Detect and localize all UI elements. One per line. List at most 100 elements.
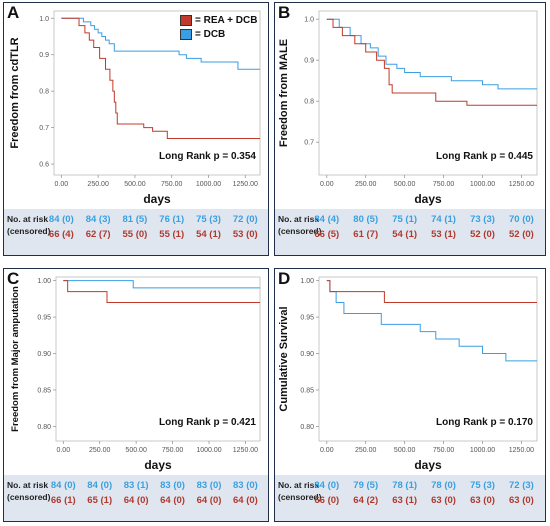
x-tick-label: 750.00	[162, 447, 184, 454]
risk-table: No. at risk (censored) 84 (0) 66 (0) 79 (5…	[275, 475, 545, 521]
risk-cell-dcb: 84 (0)	[48, 214, 74, 225]
risk-cell-rea: 63 (0)	[470, 495, 495, 506]
x-tick-label: 500.00	[394, 447, 416, 454]
y-tick-label: 1.00	[300, 278, 314, 285]
risk-cell-dcb: 73 (3)	[470, 214, 495, 225]
panel-a: 0.6 0.7 0.8 0.9 1.0 0.00 250.00 500.00 750.00 100…	[3, 2, 269, 256]
x-axis-label: days	[143, 192, 171, 206]
x-tick-label: 250.00	[355, 447, 377, 454]
risk-cell-rea: 52 (0)	[509, 229, 534, 240]
log-rank-annotation: Long Rank p = 0.445	[436, 151, 533, 162]
risk-cell-dcb: 83 (0)	[160, 480, 185, 491]
x-tick-label: 0.00	[320, 447, 334, 454]
km-curve-rea-dcb	[326, 280, 537, 304]
x-tick-label: 750.00	[433, 181, 455, 188]
x-tick-label: 500.00	[124, 181, 146, 188]
panel-letter: D	[278, 269, 291, 288]
x-tick-label: 250.00	[355, 181, 377, 188]
risk-cell-dcb: 84 (0)	[314, 480, 340, 491]
panel-letter: C	[7, 269, 20, 288]
y-tick-label: 0.9	[304, 58, 314, 65]
risk-header-line2: (censored)	[278, 226, 322, 236]
x-tick-label: 0.00	[55, 181, 69, 188]
y-tick-label: 1.0	[39, 16, 49, 23]
risk-cell-dcb: 83 (0)	[196, 480, 222, 491]
legend: = REA + DCB = DCB	[180, 13, 257, 41]
y-tick-label: 0.85	[300, 387, 314, 394]
panel-b: 0.7 0.8 0.9 1.0 0.00 250.00 500.00 750.00 1000.0…	[274, 2, 546, 256]
plot-frame	[318, 276, 538, 442]
plot-frame	[53, 10, 261, 176]
x-tick-label: 0.00	[320, 181, 334, 188]
x-tick-label: 1000.00	[470, 447, 495, 454]
legend-label-dcb: = DCB	[195, 28, 226, 40]
log-rank-annotation: Long Rank p = 0.354	[159, 151, 256, 162]
risk-cell-dcb: 83 (0)	[233, 480, 258, 491]
x-tick-label: 250.00	[87, 181, 109, 188]
risk-cell-rea: 54 (1)	[196, 229, 221, 240]
risk-cell-rea: 63 (0)	[509, 495, 534, 506]
risk-cell-rea: 52 (0)	[470, 229, 495, 240]
km-curve-dcb	[326, 280, 537, 362]
risk-cell-dcb: 84 (0)	[50, 480, 76, 491]
y-axis-label: Freedom from cdTLR	[9, 37, 21, 148]
risk-cell-dcb: 78 (0)	[431, 480, 456, 491]
risk-cell-dcb: 81 (5)	[122, 214, 148, 225]
risk-cell-dcb: 84 (0)	[87, 480, 113, 491]
risk-cell-dcb: 75 (3)	[470, 480, 495, 491]
risk-table-header: No. at risk (censored)	[7, 479, 50, 503]
risk-cell-dcb: 84 (4)	[314, 214, 340, 225]
risk-header-line2: (censored)	[7, 492, 51, 502]
risk-table: No. at risk (censored) 84 (4) 66 (5) 80 (5…	[275, 209, 545, 255]
risk-cell-rea: 53 (0)	[232, 229, 258, 240]
y-tick-label: 0.85	[37, 387, 51, 394]
risk-header-line1: No. at risk	[278, 214, 320, 224]
risk-cell-rea: 54 (1)	[392, 229, 418, 240]
risk-cell-dcb: 80 (5)	[353, 214, 379, 225]
risk-cell-rea: 55 (1)	[159, 229, 185, 240]
risk-cell-rea: 66 (5)	[314, 229, 340, 240]
km-chart-a: 0.6 0.7 0.8 0.9 1.0 0.00 250.00 500.00 750.00 100…	[9, 10, 261, 206]
plot-frame	[55, 276, 261, 442]
risk-table: No. at risk (censored) 84 (0) 66 (1) 84 (0…	[4, 475, 268, 521]
y-tick-label: 0.9	[39, 52, 49, 59]
x-tick-label: 500.00	[125, 447, 147, 454]
km-curve-dcb	[61, 17, 260, 70]
risk-cell-dcb: 72 (3)	[509, 480, 534, 491]
risk-table-header: No. at risk (censored)	[7, 213, 50, 237]
y-tick-label: 0.7	[39, 125, 49, 132]
y-tick-label: 1.0	[304, 17, 314, 24]
y-axis-label: Cumulative Survival	[278, 306, 290, 411]
x-tick-label: 0.00	[56, 447, 70, 454]
km-curve-dcb	[326, 18, 537, 90]
x-tick-label: 250.00	[89, 447, 111, 454]
y-tick-label: 0.8	[39, 89, 49, 96]
risk-cell-dcb: 72 (0)	[232, 214, 258, 225]
risk-cell-rea: 64 (0)	[233, 495, 258, 506]
y-tick-label: 0.6	[39, 162, 49, 169]
x-tick-label: 1000.00	[196, 181, 221, 188]
x-axis-label: days	[414, 458, 442, 472]
legend-item-rea: = REA + DCB	[180, 13, 257, 27]
y-tick-label: 0.95	[300, 315, 314, 322]
risk-cell-rea: 63 (1)	[392, 495, 418, 506]
risk-header-line1: No. at risk	[7, 214, 49, 224]
risk-cell-rea: 64 (0)	[160, 495, 185, 506]
risk-header-line2: (censored)	[278, 492, 322, 502]
risk-cell-dcb: 75 (3)	[196, 214, 221, 225]
km-curve-rea-dcb	[61, 17, 260, 140]
y-tick-label: 0.8	[304, 99, 314, 106]
risk-table-header: No. at risk (censored)	[278, 479, 321, 503]
km-curve-rea-dcb	[63, 280, 260, 304]
panel-d: 0.80 0.85 0.90 0.95 1.00 0.00 250.00 500.00 750.…	[274, 268, 546, 522]
panel-c: 0.80 0.85 0.90 0.95 1.00 0.00 250.00 500.00 750.…	[3, 268, 269, 522]
y-axis-label: Freedom from MALE	[278, 39, 290, 147]
risk-cell-dcb: 70 (0)	[509, 214, 534, 225]
log-rank-annotation: Long Rank p = 0.170	[436, 417, 533, 428]
y-tick-label: 0.90	[37, 351, 51, 358]
risk-table: No. at risk (censored) 84 (0) 66 (4) 84 (3…	[4, 209, 268, 255]
panel-letter: B	[278, 3, 291, 22]
x-tick-label: 750.00	[433, 447, 455, 454]
y-tick-label: 0.90	[300, 351, 314, 358]
km-chart-b: 0.7 0.8 0.9 1.0 0.00 250.00 500.00 750.00 1000.0…	[278, 10, 538, 206]
